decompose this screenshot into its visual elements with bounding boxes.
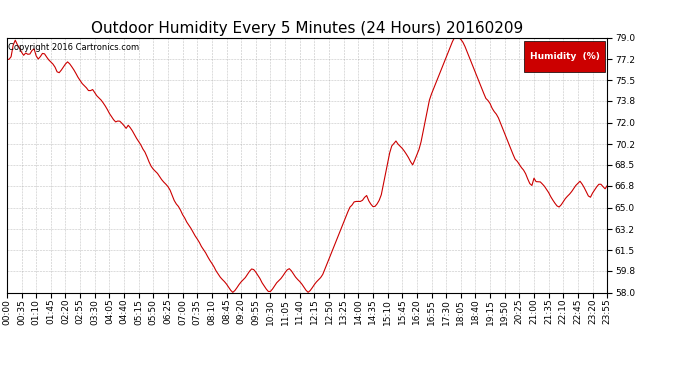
Text: Humidity  (%): Humidity (%) <box>530 52 600 61</box>
Title: Outdoor Humidity Every 5 Minutes (24 Hours) 20160209: Outdoor Humidity Every 5 Minutes (24 Hou… <box>91 21 523 36</box>
Text: Copyright 2016 Cartronics.com: Copyright 2016 Cartronics.com <box>8 43 139 52</box>
FancyBboxPatch shape <box>524 41 605 72</box>
